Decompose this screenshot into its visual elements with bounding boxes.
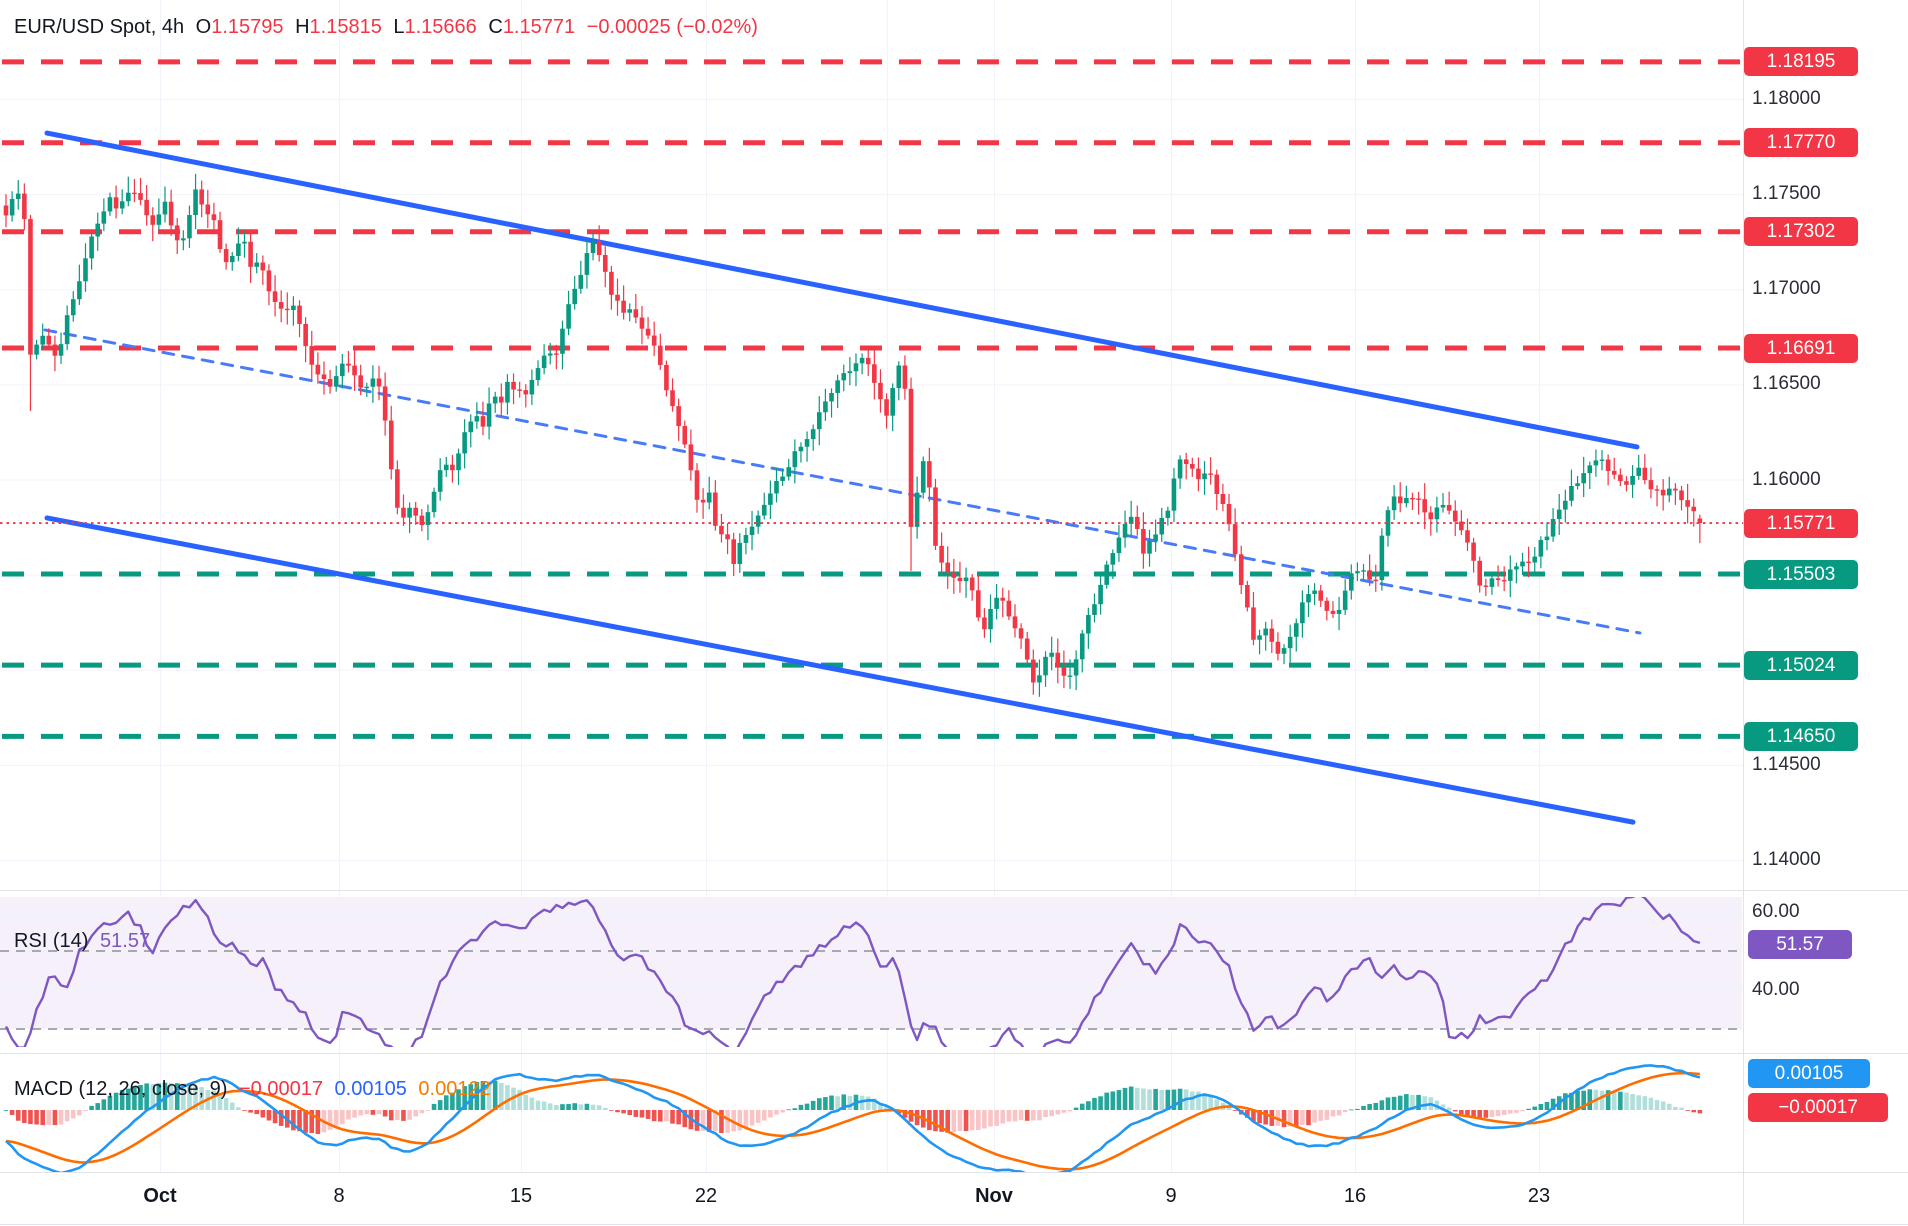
high-label: H bbox=[295, 16, 310, 38]
current-price-badge: 1.15771 bbox=[1744, 508, 1858, 538]
time-tick-label: 23 bbox=[1527, 1185, 1551, 1207]
open-label: O bbox=[195, 16, 212, 38]
support-level-badge: 1.15503 bbox=[1744, 559, 1858, 589]
time-tick-label: 16 bbox=[1343, 1185, 1367, 1207]
low-value: 1.15666 bbox=[404, 16, 477, 38]
support-level-badge: 1.15024 bbox=[1744, 650, 1858, 680]
macd-value-badge: 0.00105 bbox=[1748, 1058, 1870, 1088]
symbol-title: EUR/USD Spot, 4h bbox=[14, 16, 185, 38]
rsi-title: RSI (14) bbox=[14, 930, 89, 952]
time-tick-label: 8 bbox=[333, 1185, 345, 1207]
open-value: 1.15795 bbox=[211, 16, 284, 38]
rsi-pane-legend[interactable]: RSI (14) 51.57 bbox=[14, 930, 156, 953]
price-tick-label: 1.16500 bbox=[1752, 373, 1821, 395]
resistance-level-badge: 1.16691 bbox=[1744, 333, 1858, 363]
macd-line-value: 0.00105 bbox=[334, 1078, 407, 1100]
macd-pane-legend[interactable]: MACD (12, 26, close, 9) −0.00017 0.00105… bbox=[14, 1078, 497, 1101]
high-value: 1.15815 bbox=[309, 16, 382, 38]
price-tick-label: 1.14500 bbox=[1752, 753, 1821, 775]
support-level-badge: 1.14650 bbox=[1744, 721, 1858, 751]
rsi-tick-label: 40.00 bbox=[1752, 979, 1800, 1000]
time-tick-label: 9 bbox=[1165, 1185, 1177, 1207]
close-label: C bbox=[488, 16, 503, 38]
rsi-value: 51.57 bbox=[100, 930, 151, 952]
resistance-level-badge: 1.17302 bbox=[1744, 217, 1858, 247]
macd-signal-value: 0.00122 bbox=[418, 1078, 491, 1100]
low-label: L bbox=[393, 16, 405, 38]
price-tick-label: 1.17500 bbox=[1752, 183, 1821, 205]
macd-title: MACD (12, 26, close, 9) bbox=[14, 1078, 228, 1100]
price-tick-label: 1.18000 bbox=[1752, 88, 1821, 109]
rsi-tick-label: 60.00 bbox=[1752, 901, 1800, 922]
close-value: 1.15771 bbox=[502, 16, 576, 38]
time-tick-label: 15 bbox=[509, 1185, 533, 1207]
resistance-level-badge: 1.17770 bbox=[1744, 128, 1858, 158]
time-tick-label: Oct bbox=[143, 1185, 177, 1207]
price-pane-legend[interactable]: EUR/USD Spot, 4h O1.15795 H1.15815 L1.15… bbox=[14, 16, 764, 39]
price-tick-label: 1.17000 bbox=[1752, 278, 1821, 300]
resistance-level-badge: 1.18195 bbox=[1744, 47, 1858, 77]
macd-hist-badge: −0.00017 bbox=[1748, 1092, 1888, 1122]
price-tick-label: 1.16000 bbox=[1752, 468, 1821, 490]
macd-hist-value: −0.00017 bbox=[238, 1078, 323, 1100]
time-tick-label: Nov bbox=[975, 1185, 1013, 1207]
rsi-value-badge: 51.57 bbox=[1748, 930, 1852, 960]
time-tick-label: 22 bbox=[694, 1185, 718, 1207]
price-tick-label: 1.14000 bbox=[1752, 849, 1821, 870]
change-value: −0.00025 (−0.02%) bbox=[586, 16, 758, 38]
